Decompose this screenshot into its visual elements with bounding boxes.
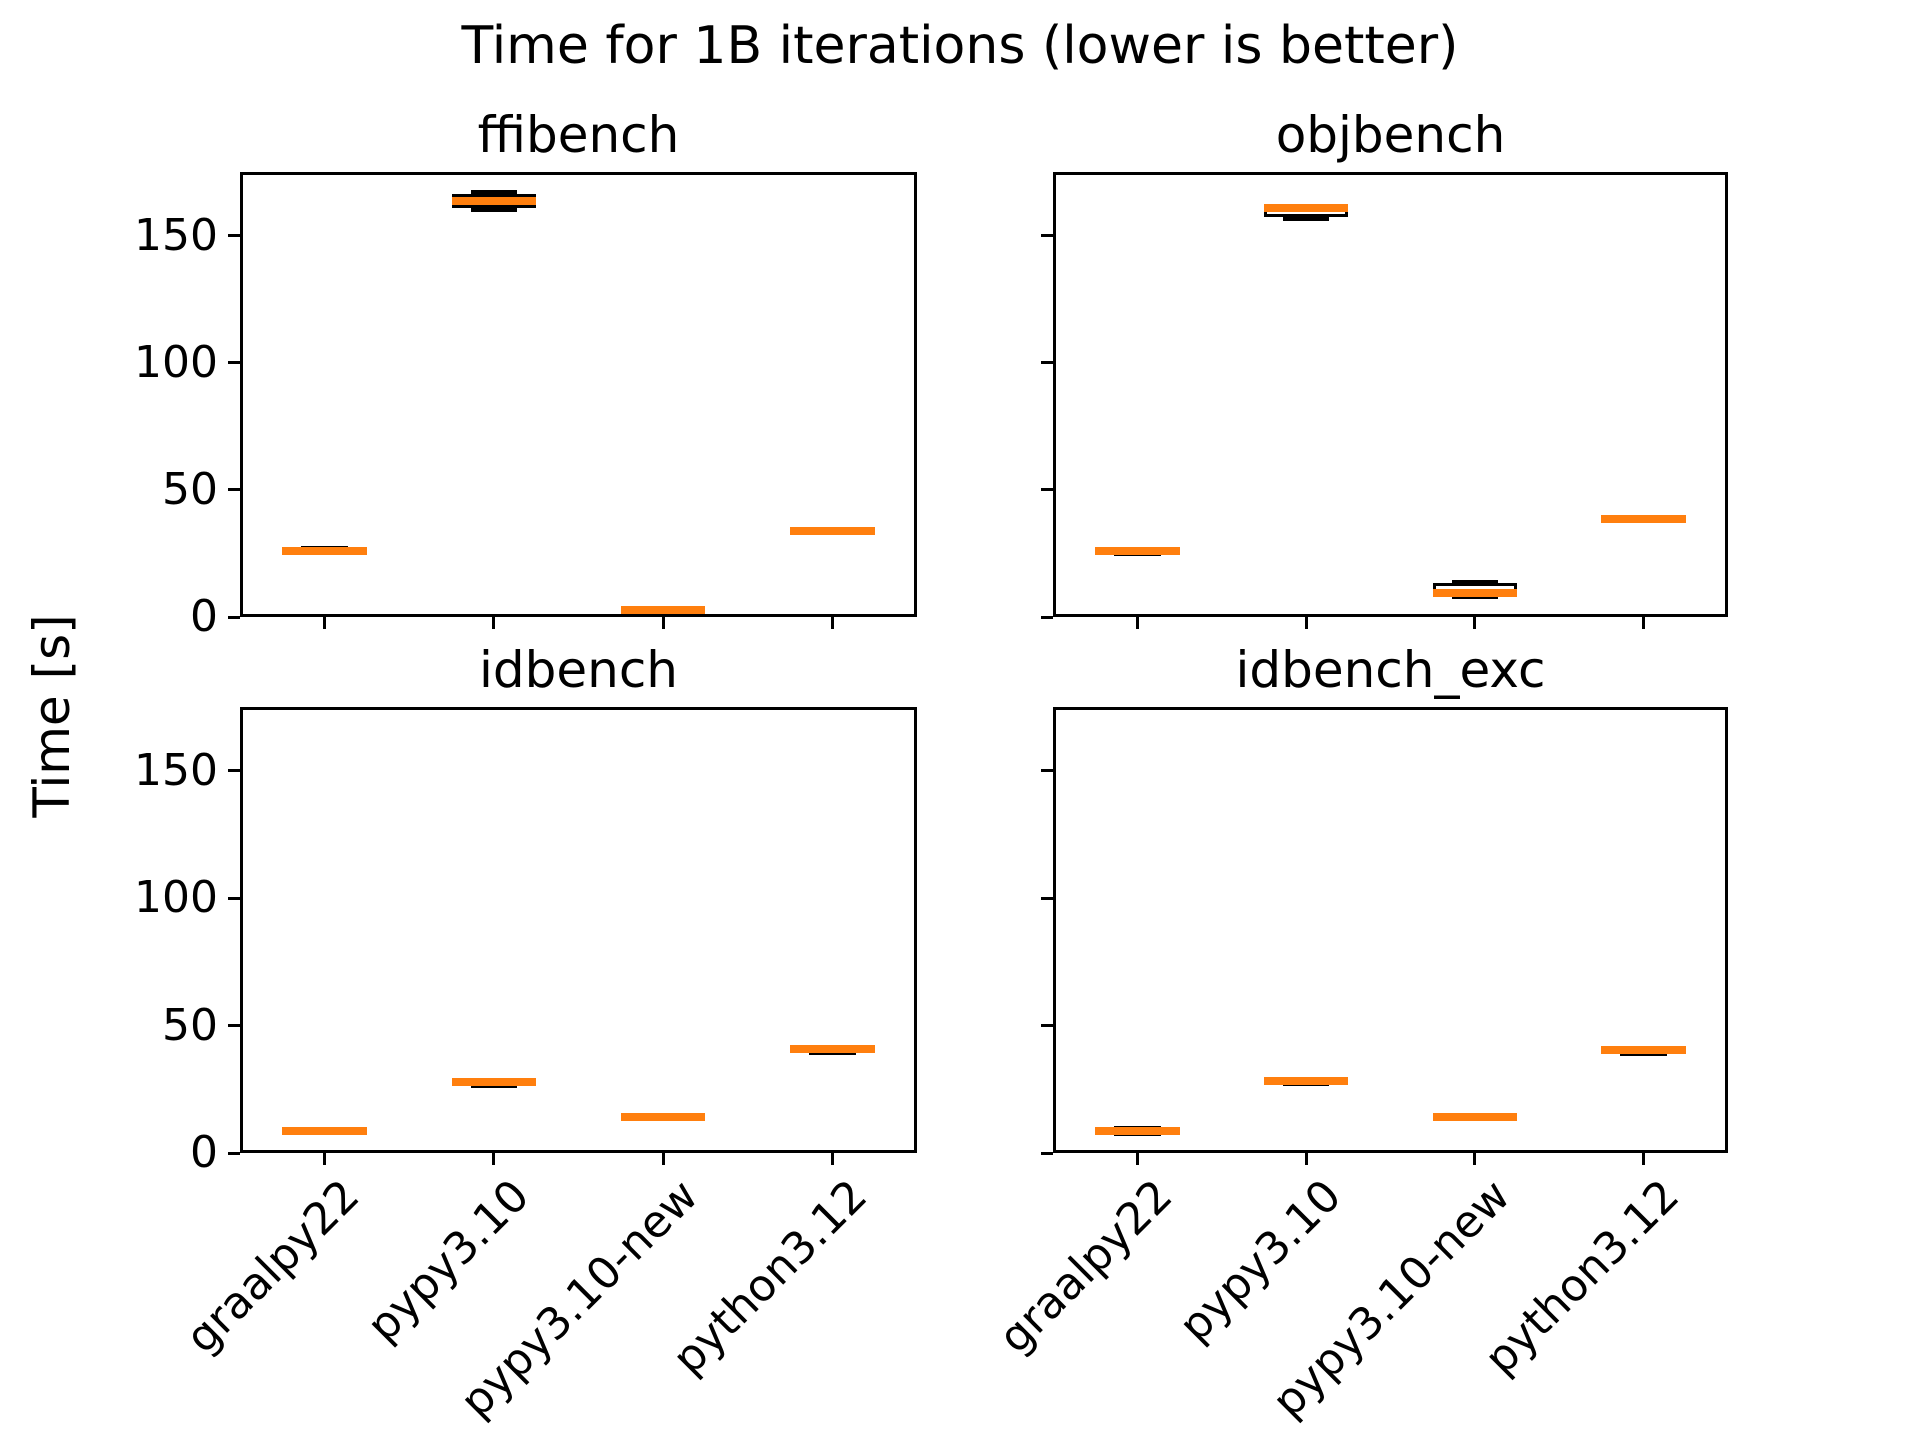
whisker-cap-bottom [1620, 1052, 1667, 1057]
x-tick-label: pypy3.10 [1169, 1170, 1352, 1352]
y-tick-label: 150 [134, 209, 218, 261]
box-median [1263, 1076, 1349, 1085]
subplot-title: idbench_exc [1235, 641, 1546, 699]
box-median [620, 605, 706, 614]
y-tick-mark [228, 896, 240, 900]
y-tick-mark [228, 234, 240, 238]
x-tick-mark [1304, 617, 1308, 629]
axes-objbench [1053, 172, 1728, 617]
x-tick-mark [323, 617, 327, 629]
box-median [1601, 1046, 1686, 1055]
whisker-cap-bottom [809, 1050, 856, 1055]
box-median [282, 546, 367, 555]
box-median [1095, 546, 1180, 555]
y-tick-mark [228, 615, 240, 619]
x-tick-mark [492, 1153, 496, 1165]
y-tick-mark [1041, 769, 1053, 773]
box-median [790, 1044, 875, 1053]
box-median [620, 1113, 706, 1122]
box-median [451, 197, 537, 206]
box-median [451, 1077, 537, 1086]
x-tick-mark [830, 1153, 834, 1165]
y-tick-label: 100 [134, 336, 218, 388]
y-tick-mark [228, 769, 240, 773]
y-tick-mark [228, 361, 240, 365]
whisker-cap-bottom [1282, 217, 1330, 222]
x-tick-mark [1135, 617, 1139, 629]
y-tick-mark [228, 1151, 240, 1155]
y-tick-label: 150 [134, 744, 218, 796]
y-tick-mark [1041, 1151, 1053, 1155]
box-median [790, 526, 875, 535]
box-median [1432, 1112, 1518, 1121]
y-tick-mark [1041, 361, 1053, 365]
x-tick-mark [661, 1153, 665, 1165]
y-tick-mark [1041, 615, 1053, 619]
whisker-cap-top [1451, 579, 1499, 584]
x-tick-mark [830, 617, 834, 629]
whisker-cap-bottom [470, 1083, 518, 1088]
axes-idbench [240, 707, 917, 1153]
y-tick-label: 100 [134, 872, 218, 924]
x-tick-mark [661, 617, 665, 629]
box-median [1095, 1127, 1180, 1136]
whisker-cap-top [470, 190, 518, 195]
y-tick-mark [1041, 488, 1053, 492]
subplot-title: objbench [1275, 106, 1506, 164]
subplot-title: ffibench [477, 106, 680, 164]
x-tick-mark [492, 617, 496, 629]
whisker-cap-bottom [1451, 595, 1499, 600]
y-tick-mark [1041, 1024, 1053, 1028]
x-tick-mark [1642, 1153, 1646, 1165]
figure-title: Time for 1B iterations (lower is better) [461, 16, 1459, 76]
y-tick-mark [1041, 896, 1053, 900]
x-tick-mark [1642, 617, 1646, 629]
x-tick-mark [1135, 1153, 1139, 1165]
x-tick-label: graalpy22 [176, 1170, 370, 1364]
y-tick-label: 50 [162, 463, 218, 515]
box-median [1601, 515, 1686, 524]
y-tick-mark [228, 1024, 240, 1028]
box-median [282, 1126, 367, 1135]
axes-ffibench [240, 172, 917, 617]
y-tick-mark [1041, 234, 1053, 238]
whisker-cap-bottom [470, 207, 518, 212]
axes-idbench_exc [1053, 707, 1728, 1153]
y-tick-label: 50 [162, 999, 218, 1051]
x-tick-label: pypy3.10 [357, 1170, 540, 1352]
y-tick-label: 0 [190, 1127, 218, 1178]
subplot-title: idbench [479, 641, 678, 699]
x-tick-mark [1473, 617, 1477, 629]
y-tick-label: 0 [190, 591, 218, 642]
x-tick-mark [323, 1153, 327, 1165]
x-tick-mark [1473, 1153, 1477, 1165]
box-median [1263, 203, 1349, 212]
x-tick-label: graalpy22 [989, 1170, 1183, 1364]
box-median [1432, 589, 1518, 598]
x-tick-mark [1304, 1153, 1308, 1165]
y-tick-mark [228, 488, 240, 492]
